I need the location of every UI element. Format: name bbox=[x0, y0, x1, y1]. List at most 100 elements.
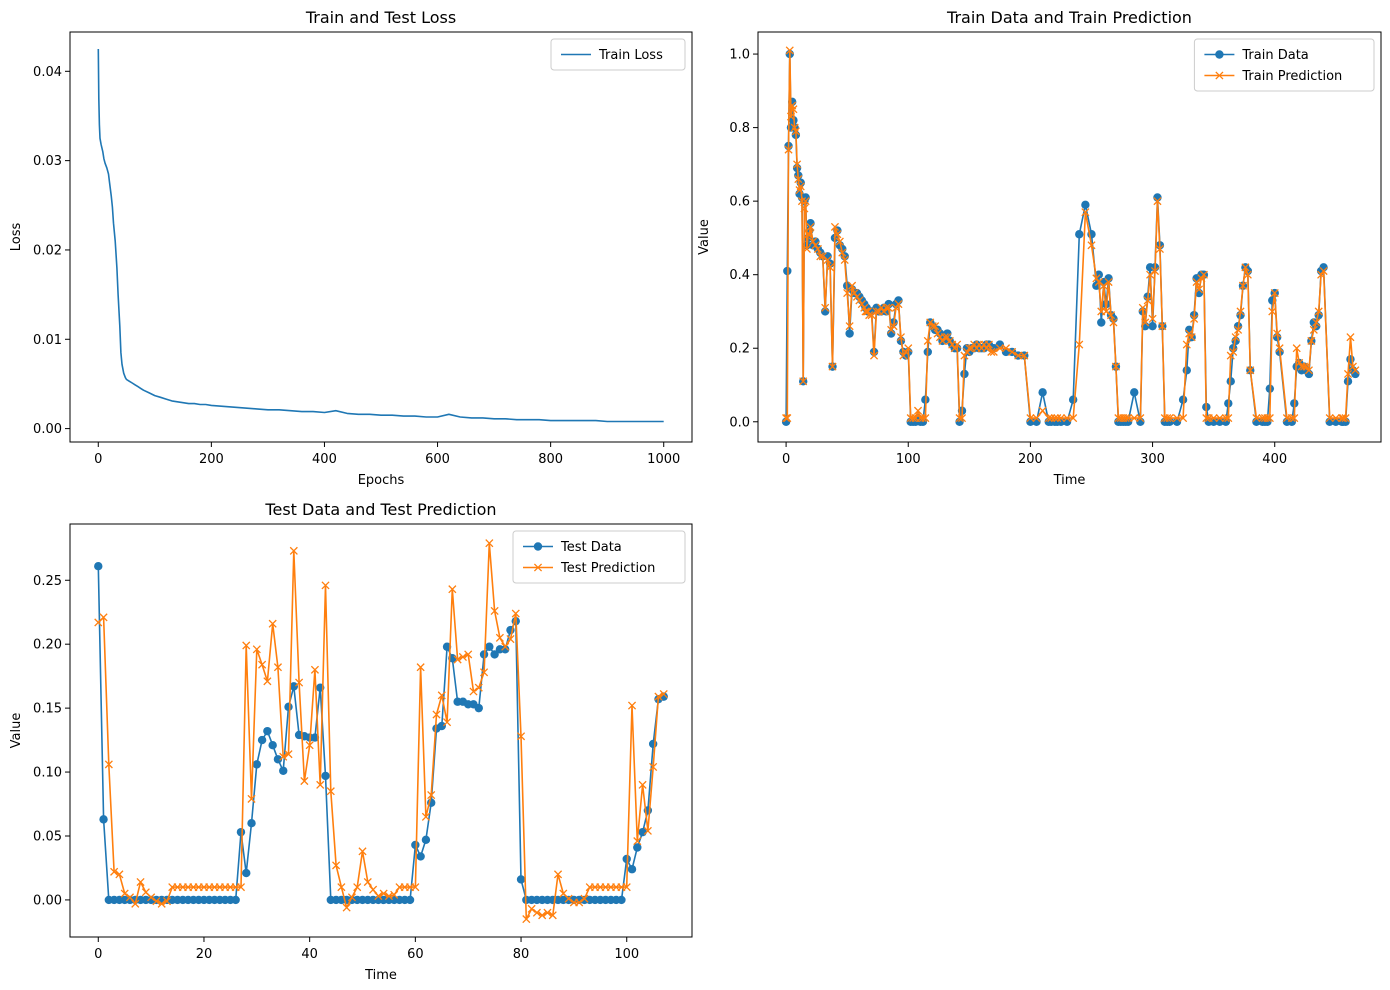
data-point bbox=[879, 307, 888, 316]
data-point bbox=[326, 787, 335, 796]
data-point bbox=[1187, 333, 1196, 342]
data-point bbox=[797, 197, 807, 206]
data-point bbox=[960, 351, 969, 360]
data-point bbox=[321, 581, 330, 590]
y-axis-label: Value bbox=[697, 219, 712, 255]
data-point bbox=[263, 677, 272, 686]
legend: Test Data Test Prediction bbox=[512, 530, 686, 584]
data-point bbox=[469, 687, 478, 696]
data-point bbox=[236, 883, 246, 892]
data-point bbox=[236, 827, 246, 837]
data-point bbox=[448, 585, 457, 594]
data-point bbox=[104, 760, 113, 769]
data-point bbox=[940, 333, 949, 342]
data-point bbox=[1130, 414, 1139, 423]
data-point bbox=[1252, 414, 1261, 423]
data-point bbox=[894, 300, 903, 309]
data-point bbox=[848, 281, 857, 290]
data-point bbox=[353, 883, 362, 892]
data-point bbox=[1092, 274, 1101, 283]
data-point bbox=[887, 325, 896, 334]
data-point bbox=[838, 248, 847, 257]
data-point bbox=[416, 852, 425, 861]
data-point bbox=[995, 344, 1004, 353]
data-point bbox=[785, 46, 794, 55]
data-point bbox=[1178, 395, 1188, 404]
data-point bbox=[479, 668, 489, 677]
data-point bbox=[125, 893, 135, 902]
data-point bbox=[627, 865, 637, 874]
y-tick-label: 0.02 bbox=[33, 243, 62, 258]
x-tick-label: 1000 bbox=[647, 452, 680, 467]
data-point bbox=[896, 333, 905, 342]
data-point bbox=[1182, 340, 1191, 349]
data-point bbox=[347, 893, 356, 902]
data-point bbox=[321, 771, 330, 781]
data-point bbox=[862, 307, 871, 316]
data-point bbox=[821, 303, 830, 312]
data-point bbox=[453, 655, 462, 664]
data-point bbox=[982, 344, 991, 353]
data-point bbox=[464, 650, 473, 659]
data-point bbox=[1302, 362, 1311, 371]
data-point bbox=[115, 870, 124, 879]
data-point bbox=[1319, 266, 1328, 276]
data-point bbox=[1150, 266, 1160, 276]
data-point bbox=[421, 835, 431, 845]
data-point bbox=[1226, 377, 1235, 386]
data-point bbox=[485, 642, 494, 651]
data-point bbox=[845, 329, 854, 338]
data-point bbox=[1295, 358, 1304, 368]
data-point bbox=[273, 663, 283, 672]
data-point bbox=[793, 160, 802, 169]
data-point bbox=[1339, 414, 1348, 423]
data-point bbox=[1097, 318, 1106, 327]
x-tick-label: 20 bbox=[196, 947, 213, 962]
data-point bbox=[1138, 303, 1147, 312]
data-point bbox=[1299, 362, 1309, 371]
data-point bbox=[1102, 307, 1111, 316]
y-tick-label: 0.00 bbox=[33, 893, 62, 908]
data-point bbox=[136, 877, 145, 887]
data-point bbox=[802, 244, 811, 254]
data-point bbox=[928, 322, 937, 331]
data-point bbox=[1063, 414, 1072, 423]
data-point bbox=[1192, 277, 1201, 287]
data-point bbox=[358, 847, 367, 856]
data-point bbox=[310, 665, 320, 674]
data-point bbox=[295, 678, 304, 687]
axes-frame bbox=[69, 523, 693, 938]
series-line bbox=[97, 566, 665, 901]
chart-title: Train and Test Loss bbox=[305, 8, 456, 27]
data-point bbox=[643, 826, 652, 835]
data-point bbox=[933, 329, 942, 338]
data-point bbox=[1246, 366, 1255, 375]
data-point bbox=[931, 322, 940, 331]
data-point bbox=[490, 650, 499, 659]
data-point bbox=[247, 819, 256, 828]
x-tick-label: 300 bbox=[1140, 452, 1165, 467]
data-point bbox=[627, 701, 637, 710]
data-point bbox=[1234, 325, 1243, 334]
legend-box bbox=[1193, 38, 1375, 92]
data-point bbox=[279, 766, 288, 775]
data-point bbox=[305, 741, 314, 750]
plot-area bbox=[97, 48, 664, 423]
data-point bbox=[538, 911, 547, 920]
data-point bbox=[485, 539, 494, 548]
axes-frame bbox=[757, 31, 1382, 443]
data-point bbox=[953, 340, 962, 349]
data-point bbox=[421, 812, 430, 821]
data-point bbox=[1312, 318, 1321, 327]
data-point bbox=[813, 244, 822, 254]
legend-marker bbox=[1215, 71, 1224, 80]
series-line bbox=[97, 542, 665, 920]
data-point bbox=[553, 870, 563, 879]
y-tick-label: 0.04 bbox=[33, 65, 62, 80]
data-point bbox=[1229, 347, 1238, 356]
axes-frame bbox=[69, 31, 693, 443]
data-point bbox=[1099, 281, 1108, 290]
data-point bbox=[1199, 270, 1208, 279]
data-point bbox=[1287, 414, 1296, 423]
data-point bbox=[273, 755, 283, 764]
